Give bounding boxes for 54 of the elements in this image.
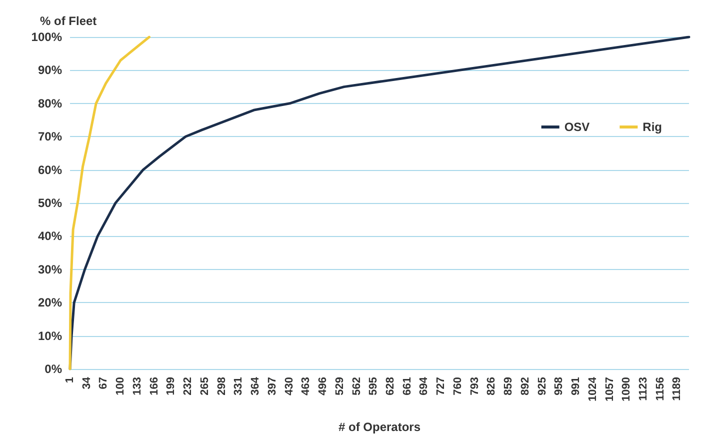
x-tick-label: 34 <box>80 376 93 390</box>
x-axis-title: # of Operators <box>338 420 421 434</box>
x-tick-label: 991 <box>570 377 582 396</box>
x-tick-label: 859 <box>502 377 515 396</box>
x-tick-label: 562 <box>350 377 363 396</box>
x-tick-label: 67 <box>98 377 110 390</box>
line-series <box>68 36 690 370</box>
x-tick-label: 661 <box>401 377 414 396</box>
y-tick-label: 20% <box>38 296 62 310</box>
x-tick-label: 1090 <box>620 377 633 402</box>
x-tick-label: 496 <box>317 377 330 396</box>
x-tick-label: 793 <box>468 377 481 396</box>
y-axis-title: % of Fleet <box>40 14 97 28</box>
y-tick-label: 30% <box>38 262 62 276</box>
x-tick-label: 100 <box>114 377 127 396</box>
x-tick-label: 1123 <box>638 377 650 401</box>
x-tick-label: 298 <box>216 377 228 396</box>
x-tick-label: 397 <box>266 377 278 396</box>
legend-label: OSV <box>564 120 590 134</box>
y-tick-label: 80% <box>38 96 62 110</box>
y-tick-label: 70% <box>38 130 62 144</box>
x-tick-label: 925 <box>536 377 548 396</box>
x-tick-label: 364 <box>250 376 262 396</box>
y-tick-label: 90% <box>38 63 62 78</box>
x-tick-label: 265 <box>198 377 211 396</box>
y-tick-label: 10% <box>38 328 62 343</box>
x-tick-label: 1 <box>64 377 76 384</box>
x-tick-label: 892 <box>519 377 532 396</box>
x-tick-label: 199 <box>165 377 178 396</box>
y-tick-label: 40% <box>38 229 62 244</box>
x-tick-label: 430 <box>283 377 296 396</box>
x-tick-label: 1156 <box>654 377 666 401</box>
x-tick-label: 628 <box>384 377 396 396</box>
x-tick-label: 166 <box>148 377 160 396</box>
y-tick-label: 100% <box>31 30 62 44</box>
x-tick-label: 727 <box>435 377 448 396</box>
y-tick-label: 0% <box>44 362 62 376</box>
x-tick-label: 595 <box>368 377 380 396</box>
x-tick-label: 694 <box>418 376 430 396</box>
x-tick-label: 331 <box>232 377 245 396</box>
y-tick-label: 60% <box>38 162 62 177</box>
x-tick-label: 463 <box>300 377 312 396</box>
x-tick-label: 760 <box>452 377 464 396</box>
x-tick-label: 133 <box>131 377 144 396</box>
x-tick-label: 1189 <box>671 377 684 401</box>
x-tick-label: 232 <box>182 377 194 396</box>
x-tick-label: 958 <box>553 377 566 396</box>
x-tick-label: 529 <box>334 377 346 396</box>
legend-label: Rig <box>642 120 662 134</box>
x-tick-label: 826 <box>486 377 498 396</box>
x-tick-label: 1024 <box>586 376 599 402</box>
y-tick-label: 50% <box>38 196 62 210</box>
x-tick-label: 1057 <box>604 377 616 402</box>
line-series <box>68 36 150 370</box>
